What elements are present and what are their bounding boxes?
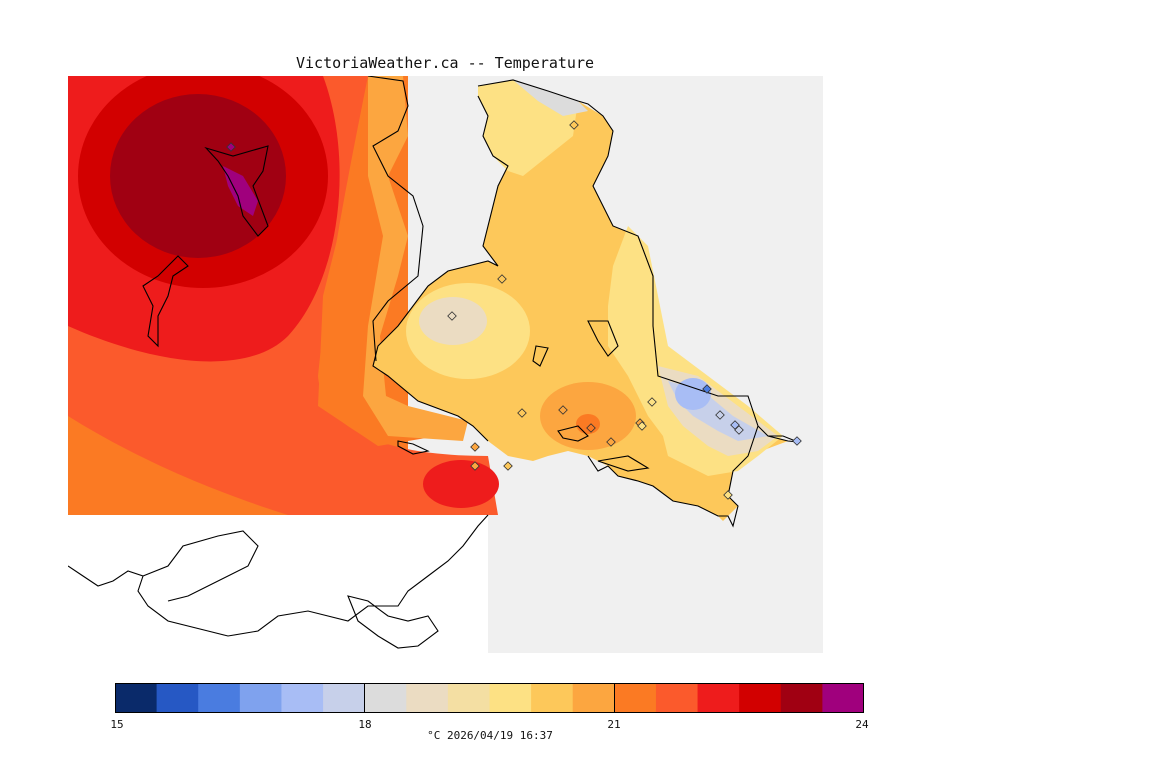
color-legend [115, 683, 864, 713]
weather-stations [226, 120, 802, 500]
station-marker [723, 490, 733, 500]
station-marker [734, 425, 744, 435]
legend-cell [489, 683, 532, 713]
station-marker [503, 461, 513, 471]
legend-cell [572, 683, 615, 713]
station-marker [702, 384, 712, 394]
strait-band-light [363, 76, 468, 441]
strait-band [318, 76, 438, 446]
legend-caption: °C 2026/04/19 16:37 [427, 729, 553, 742]
legend-cell [822, 683, 864, 713]
station-marker [226, 142, 236, 152]
legend-cell [697, 683, 740, 713]
legend-tick-18: 18 [358, 718, 372, 731]
station-marker [606, 437, 616, 447]
legend-cell [239, 683, 282, 713]
station-marker [497, 274, 507, 284]
legend-tick-21: 21 [607, 718, 621, 731]
station-marker [637, 421, 647, 431]
legend-cell [156, 683, 199, 713]
legend-cell [739, 683, 782, 713]
station-marker [447, 311, 457, 321]
station-marker [470, 442, 480, 452]
eastern-peninsula [373, 80, 788, 521]
southwest-band [68, 416, 288, 515]
hot-spot-south [423, 460, 499, 508]
legend-cell [198, 683, 241, 713]
temperature-map [68, 76, 823, 653]
station-marker [586, 423, 596, 433]
legend-cell [655, 683, 699, 713]
legend-cell [614, 683, 657, 713]
legend-cell [780, 683, 823, 713]
station-marker [715, 410, 725, 420]
legend-cell [364, 683, 407, 713]
station-marker [569, 120, 579, 130]
legend-tick-24: 24 [855, 718, 869, 731]
legend-cell [281, 683, 324, 713]
legend-cell [406, 683, 449, 713]
legend-cell [115, 683, 158, 713]
legend-cells [115, 683, 864, 713]
peak-core [223, 166, 258, 216]
station-marker [792, 436, 802, 446]
legend-border [115, 683, 864, 713]
legend-cell [447, 683, 490, 713]
station-marker [470, 461, 480, 471]
station-marker [558, 405, 568, 415]
legend-cell [323, 683, 366, 713]
legend-cell [531, 683, 574, 713]
no-data-region [68, 515, 488, 653]
legend-tick-15: 15 [110, 718, 124, 731]
station-marker [647, 397, 657, 407]
chart-title: VictoriaWeather.ca -- Temperature [295, 54, 594, 72]
station-marker [517, 408, 527, 418]
coastlines [68, 76, 799, 649]
